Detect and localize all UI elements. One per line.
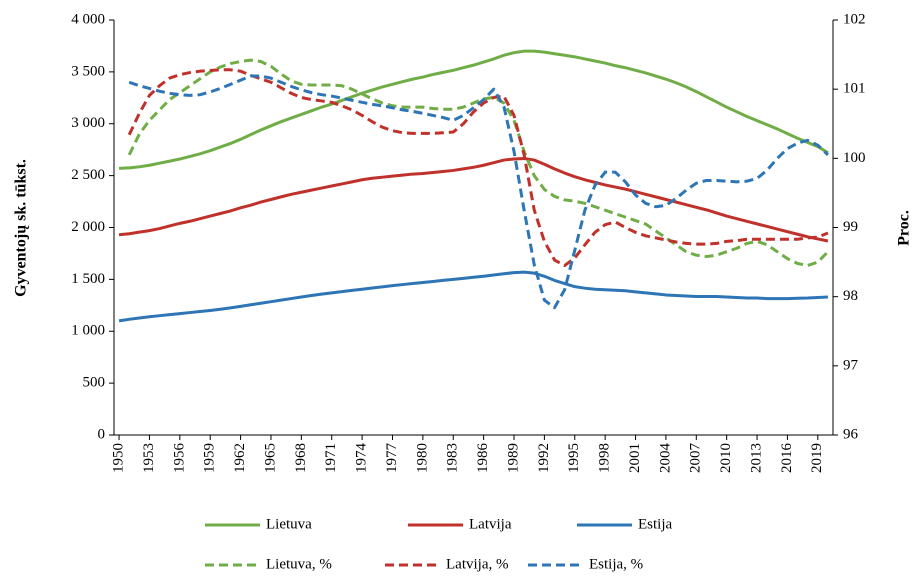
series-line: [127, 58, 830, 268]
x-tick-label: 1953: [141, 443, 157, 473]
x-tick-label: 2010: [718, 443, 734, 473]
series-line: [118, 49, 829, 170]
x-tick-label: 1986: [475, 443, 491, 474]
y-tick-label: 3 000: [71, 115, 105, 131]
x-tick-label: 1959: [202, 443, 218, 473]
x-tick-label: 1977: [384, 443, 400, 474]
y2-axis-label: Proc.: [896, 210, 913, 246]
y2-tick-label: 99: [843, 219, 858, 235]
series-line: [127, 68, 829, 268]
y2-tick-label: 101: [843, 81, 866, 97]
x-tick-label: 2016: [779, 443, 795, 474]
y2-tick-label: 97: [843, 357, 859, 373]
legend-label: Estija: [638, 516, 673, 532]
y2-tick-label: 96: [843, 426, 859, 442]
x-tick-label: 1983: [445, 443, 461, 473]
y2-tick-label: 98: [843, 288, 858, 304]
x-tick-label: 1971: [323, 443, 339, 473]
x-tick-label: 1962: [232, 443, 248, 473]
x-tick-label: 1998: [597, 443, 613, 473]
y-tick-label: 0: [98, 426, 106, 442]
y-tick-label: 2 000: [71, 219, 105, 235]
x-tick-label: 2019: [809, 443, 825, 473]
series-line: [118, 270, 829, 323]
series-line: [128, 74, 829, 310]
legend-label: Latvija, %: [446, 556, 508, 572]
legend-label: Lietuva, %: [266, 556, 332, 572]
x-tick-label: 2007: [688, 443, 704, 474]
x-tick-label: 1965: [262, 443, 278, 473]
y-tick-label: 1 000: [71, 323, 105, 339]
x-tick-label: 1974: [354, 443, 370, 474]
x-tick-label: 2001: [627, 443, 643, 473]
y2-tick-label: 100: [843, 150, 866, 166]
x-tick-label: 1968: [293, 443, 309, 473]
x-tick-label: 1980: [414, 443, 430, 473]
x-tick-label: 1989: [505, 443, 521, 473]
y2-tick-label: 102: [843, 11, 866, 27]
y-tick-label: 4 000: [71, 11, 105, 27]
legend-label: Estija, %: [589, 556, 643, 572]
y-tick-label: 500: [83, 375, 106, 391]
series-line: [118, 157, 829, 243]
x-tick-label: 1950: [111, 443, 127, 473]
x-tick-label: 2004: [657, 443, 673, 474]
x-tick-label: 1995: [566, 443, 582, 473]
x-tick-label: 1992: [536, 443, 552, 473]
x-tick-label: 1956: [171, 443, 187, 474]
legend-label: Latvija: [469, 516, 512, 532]
y-axis-label: Gyventojų sk. tūkst.: [13, 159, 30, 297]
y-tick-label: 3 500: [71, 63, 105, 79]
x-tick-label: 2013: [748, 443, 764, 473]
y-tick-label: 1 500: [71, 271, 105, 287]
y-tick-label: 2 500: [71, 167, 105, 183]
legend-label: Lietuva: [266, 516, 312, 532]
